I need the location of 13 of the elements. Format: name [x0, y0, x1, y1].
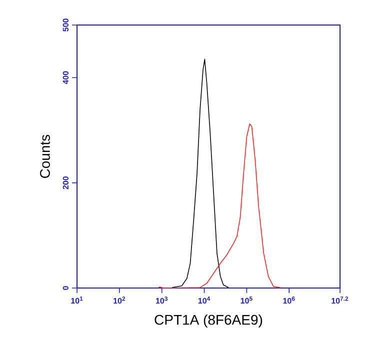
y-tick-label: 200 [62, 176, 68, 190]
x-tick-label: 10$^{7.2}$ [332, 296, 348, 304]
x-tick-label: 10$^{2}$ [114, 296, 126, 304]
x-axis-title: CPT1A (8F6AE9) [154, 314, 262, 328]
y-tick-label: 500 [62, 18, 68, 32]
x-tick-label: 10$^{6}$ [283, 296, 295, 304]
x-tick-label: 10$^{4}$ [198, 296, 210, 304]
y-axis-title: Counts [40, 134, 50, 178]
x-tick-label: 10$^{5}$ [240, 296, 252, 304]
x-tick-label: 10$^{1}$ [71, 296, 83, 304]
y-tick-label: 0 [62, 286, 68, 290]
y-tick-label: 400 [62, 71, 68, 84]
x-tick-label: 10$^{3}$ [156, 296, 168, 304]
